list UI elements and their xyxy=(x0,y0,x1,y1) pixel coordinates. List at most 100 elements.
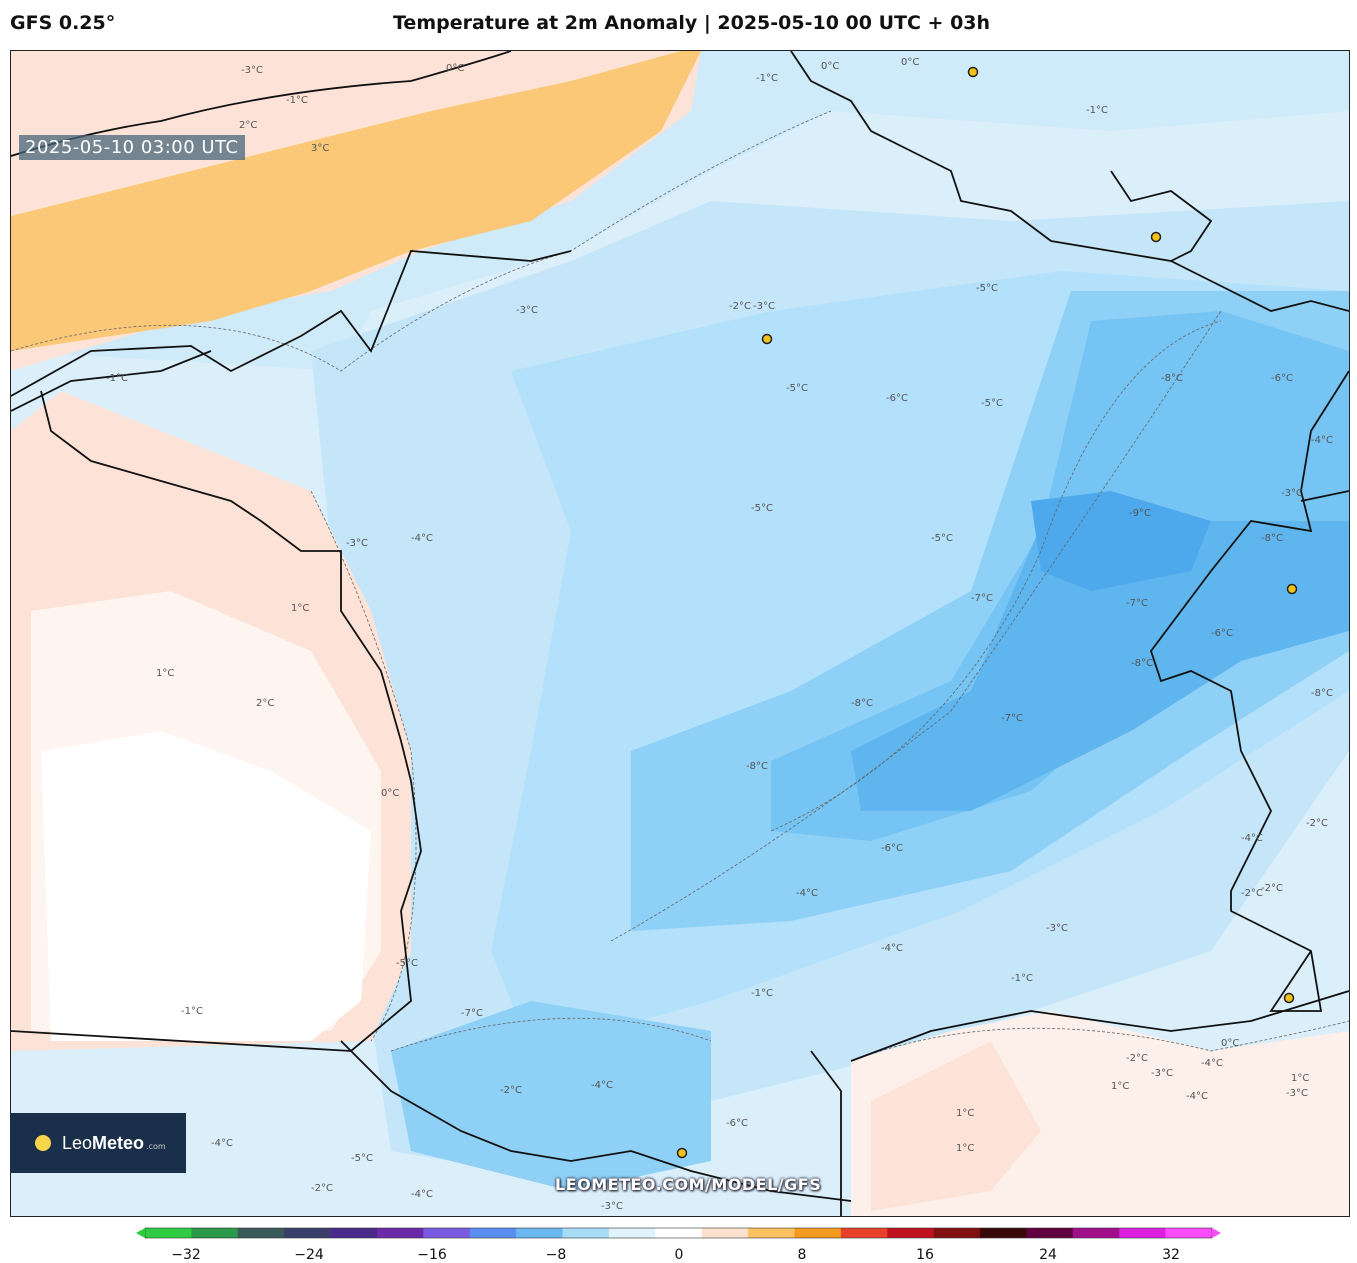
contour-label: -2°C xyxy=(500,1085,522,1096)
contour-label: -6°C xyxy=(726,1118,748,1129)
contour-label: 0°C xyxy=(446,63,464,74)
contour-label: -7°C xyxy=(461,1008,483,1019)
contour-label: -3°C xyxy=(601,1201,623,1212)
colorbar-tick-label: −32 xyxy=(171,1247,201,1263)
contour-label: -8°C xyxy=(1261,533,1283,544)
contour-label: -1°C xyxy=(1011,973,1033,984)
contour-label: -4°C xyxy=(1241,833,1263,844)
coastlines xyxy=(11,51,1349,1216)
colorbar-segment xyxy=(933,1228,981,1238)
contour-label: 1°C xyxy=(1111,1081,1129,1092)
colorbar-segment xyxy=(608,1228,656,1238)
contour-label: -6°C xyxy=(886,393,908,404)
chart-title: Temperature at 2m Anomaly | 2025-05-10 0… xyxy=(393,12,991,34)
contour-label: 1°C xyxy=(1291,1073,1309,1084)
colorbar-segment xyxy=(701,1228,749,1238)
contour-label: -4°C xyxy=(1201,1058,1223,1069)
contour-label: -9°C xyxy=(1129,508,1151,519)
city-marker xyxy=(1286,583,1298,595)
contour-label: -5°C xyxy=(976,283,998,294)
contour-label: -1°C xyxy=(1086,105,1108,116)
contour-label: 0°C xyxy=(901,57,919,68)
contour-label: -2°C xyxy=(1241,888,1263,899)
colorbar-segment xyxy=(376,1228,424,1238)
contour-label: 0°C xyxy=(381,788,399,799)
north-hot-band xyxy=(11,51,701,351)
contour-label: -1°C xyxy=(106,373,128,384)
map-view[interactable]: -3°C 0°C -1°C 2°C 3°C 0°C -1°C 0°C -1°C -3°C -4°C -… xyxy=(10,50,1350,1217)
contour-label: -3°C xyxy=(516,305,538,316)
contour-label: -4°C xyxy=(211,1138,233,1149)
contour-label: -4°C xyxy=(591,1080,613,1091)
contour-label: -4°C xyxy=(1186,1091,1208,1102)
contour-label-layer: -3°C 0°C -1°C 2°C 3°C 0°C -1°C 0°C -1°C -3°C -4°C -… xyxy=(106,57,1333,1212)
city-marker xyxy=(676,1147,688,1159)
contour-label: -2°C xyxy=(1126,1053,1148,1064)
colorbar-segment xyxy=(794,1228,842,1238)
colorbar-segment xyxy=(562,1228,610,1238)
contour-label: 2°C xyxy=(256,698,274,709)
contour-label: -1°C xyxy=(756,73,778,84)
contour-label: -1°C xyxy=(751,988,773,999)
colorbar-segment xyxy=(423,1228,471,1238)
city-marker xyxy=(967,66,979,78)
colorbar-segment xyxy=(887,1228,935,1238)
contour-label: -4°C xyxy=(1311,435,1333,446)
colorbar-tick-label: 24 xyxy=(1039,1247,1057,1263)
contour-label: -6°C xyxy=(1211,628,1233,639)
contour-label: -5°C xyxy=(786,383,808,394)
colorbar-segment xyxy=(655,1228,703,1238)
contour-label: -7°C xyxy=(1001,713,1023,724)
contour-label: -2°C xyxy=(1261,883,1283,894)
contour-label: -7°C xyxy=(971,593,993,604)
contour-label: -3°C xyxy=(1151,1068,1173,1079)
contour-label: -3°C xyxy=(1046,923,1068,934)
colorbar-segment xyxy=(284,1228,332,1238)
colorbar-segment xyxy=(1119,1228,1167,1238)
contour-label: -3°C xyxy=(1281,488,1303,499)
sun-icon xyxy=(28,1128,58,1158)
city-marker xyxy=(1150,231,1162,243)
contour-label: -5°C xyxy=(396,958,418,969)
contour-label: -5°C xyxy=(751,503,773,514)
contour-label: -2°C xyxy=(311,1183,333,1194)
city-markers xyxy=(676,66,1298,1159)
colorbar-segment xyxy=(1165,1228,1213,1238)
contour-label: -4°C xyxy=(411,1189,433,1200)
contour-label: 1°C xyxy=(956,1108,974,1119)
contour-label: -3°C xyxy=(1286,1088,1308,1099)
logo-domain: .com xyxy=(146,1141,166,1151)
logo-text: LeoMeteo xyxy=(62,1132,145,1153)
colorbar-tick-label: 32 xyxy=(1162,1247,1180,1263)
colorbar-segment xyxy=(237,1228,285,1238)
contour-label: -8°C xyxy=(746,761,768,772)
contour-label: -8°C xyxy=(1311,688,1333,699)
temperature-anomaly-map: -3°C 0°C -1°C 2°C 3°C 0°C -1°C 0°C -1°C -3°C -4°C -… xyxy=(11,51,1349,1216)
city-marker xyxy=(1283,992,1295,1004)
colorbar-tick-label: 8 xyxy=(797,1247,807,1263)
contour-label: 1°C xyxy=(956,1143,974,1154)
contour-label: -5°C xyxy=(351,1153,373,1164)
valid-time-badge: 2025-05-10 03:00 UTC xyxy=(19,135,245,160)
colorbar-segment xyxy=(980,1228,1027,1238)
anomaly-zone-minus8 xyxy=(851,501,1349,811)
contour-label: -8°C xyxy=(851,698,873,709)
contour-label: -6°C xyxy=(1271,373,1293,384)
contour-label: 2°C xyxy=(239,120,257,131)
colorbar-tick-label: −8 xyxy=(545,1247,567,1263)
contour-label: -3°C xyxy=(346,538,368,549)
contour-label: -2°C xyxy=(729,301,751,312)
colorbar-tick-label: −16 xyxy=(417,1247,447,1263)
contour-label: -8°C xyxy=(1161,373,1183,384)
colorbar-segment xyxy=(1072,1228,1120,1238)
contour-label: -5°C xyxy=(981,398,1003,409)
model-name: GFS 0.25° xyxy=(10,12,116,34)
leometeo-logo[interactable]: LeoMeteo .com xyxy=(10,1113,186,1173)
contour-label: -2°C xyxy=(1306,818,1328,829)
contour-label: -3°C xyxy=(753,301,775,312)
contour-label: -6°C xyxy=(881,843,903,854)
atlantic-white-zone xyxy=(41,731,371,1041)
colorbar-segment xyxy=(516,1228,564,1238)
contour-label: -1°C xyxy=(181,1006,203,1017)
contour-label: -4°C xyxy=(881,943,903,954)
